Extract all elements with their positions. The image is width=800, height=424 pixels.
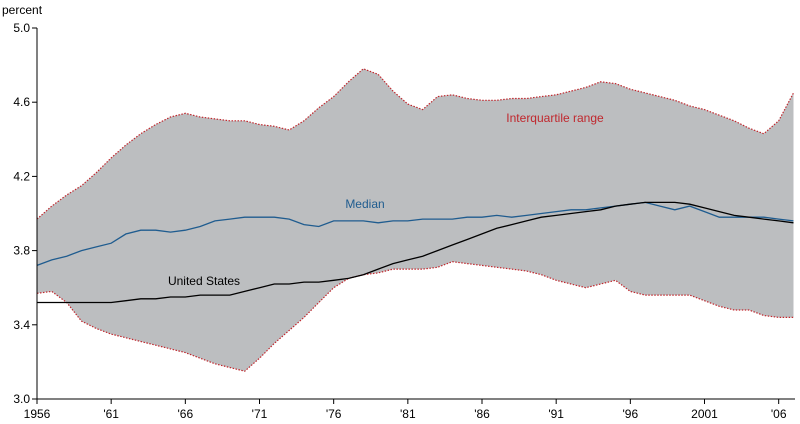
x-tick-label: 1956 bbox=[24, 407, 51, 421]
x-tick-label: '91 bbox=[548, 407, 564, 421]
y-tick-label: 4.6 bbox=[13, 95, 30, 109]
y-tick-label: 3.4 bbox=[13, 318, 30, 332]
x-tick-label: '86 bbox=[474, 407, 490, 421]
y-tick-label: 4.2 bbox=[13, 169, 30, 183]
x-tick-label: '66 bbox=[178, 407, 194, 421]
series-line bbox=[37, 201, 794, 304]
y-tick-label: 3.0 bbox=[13, 392, 30, 406]
x-tick-label: '61 bbox=[103, 407, 119, 421]
series-label: United States bbox=[168, 274, 240, 288]
band-label: Interquartile range bbox=[506, 111, 604, 125]
x-tick-label: '81 bbox=[400, 407, 416, 421]
x-tick-label: 2001 bbox=[691, 407, 718, 421]
y-axis-label: percent bbox=[2, 3, 43, 17]
series-line bbox=[36, 201, 794, 267]
y-tick-label: 3.8 bbox=[13, 244, 30, 258]
x-tick-label: '76 bbox=[326, 407, 342, 421]
x-tick-label: '06 bbox=[771, 407, 787, 421]
series-label: Median bbox=[345, 197, 384, 211]
x-tick-label: '71 bbox=[252, 407, 268, 421]
x-tick-label: '96 bbox=[623, 407, 639, 421]
band-edge bbox=[36, 68, 795, 220]
y-tick-label: 5.0 bbox=[13, 21, 30, 35]
band-edge bbox=[36, 261, 794, 372]
